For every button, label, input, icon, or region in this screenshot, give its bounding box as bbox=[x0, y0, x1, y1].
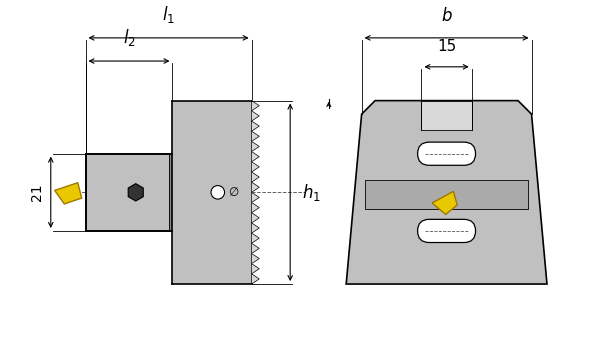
Polygon shape bbox=[252, 111, 259, 121]
Polygon shape bbox=[252, 192, 259, 203]
Polygon shape bbox=[252, 142, 259, 151]
Polygon shape bbox=[252, 243, 259, 253]
Polygon shape bbox=[252, 203, 259, 213]
Bar bbox=[168, 154, 173, 231]
Polygon shape bbox=[432, 191, 457, 215]
Text: 15: 15 bbox=[437, 39, 456, 54]
Text: $\emptyset$: $\emptyset$ bbox=[228, 186, 240, 199]
Polygon shape bbox=[252, 233, 259, 243]
Text: $l_1$: $l_1$ bbox=[162, 4, 175, 25]
Text: $h_1$: $h_1$ bbox=[302, 182, 321, 203]
Polygon shape bbox=[54, 183, 82, 204]
Ellipse shape bbox=[211, 186, 225, 199]
Polygon shape bbox=[252, 274, 259, 284]
Polygon shape bbox=[252, 264, 259, 274]
Polygon shape bbox=[252, 172, 259, 182]
Text: 21: 21 bbox=[30, 184, 44, 201]
Polygon shape bbox=[252, 131, 259, 142]
FancyBboxPatch shape bbox=[418, 219, 476, 243]
Polygon shape bbox=[252, 223, 259, 233]
Polygon shape bbox=[252, 213, 259, 223]
Polygon shape bbox=[252, 162, 259, 172]
Bar bbox=[365, 180, 528, 209]
Polygon shape bbox=[252, 121, 259, 131]
Polygon shape bbox=[252, 182, 259, 192]
Polygon shape bbox=[346, 101, 547, 284]
Polygon shape bbox=[128, 184, 143, 201]
Bar bbox=[421, 101, 472, 130]
Text: $l_2$: $l_2$ bbox=[122, 28, 135, 48]
Bar bbox=[86, 154, 173, 231]
Polygon shape bbox=[252, 151, 259, 162]
FancyBboxPatch shape bbox=[418, 142, 476, 165]
Bar bbox=[173, 101, 252, 284]
Text: b: b bbox=[441, 7, 452, 25]
Polygon shape bbox=[252, 253, 259, 264]
Polygon shape bbox=[252, 101, 259, 111]
